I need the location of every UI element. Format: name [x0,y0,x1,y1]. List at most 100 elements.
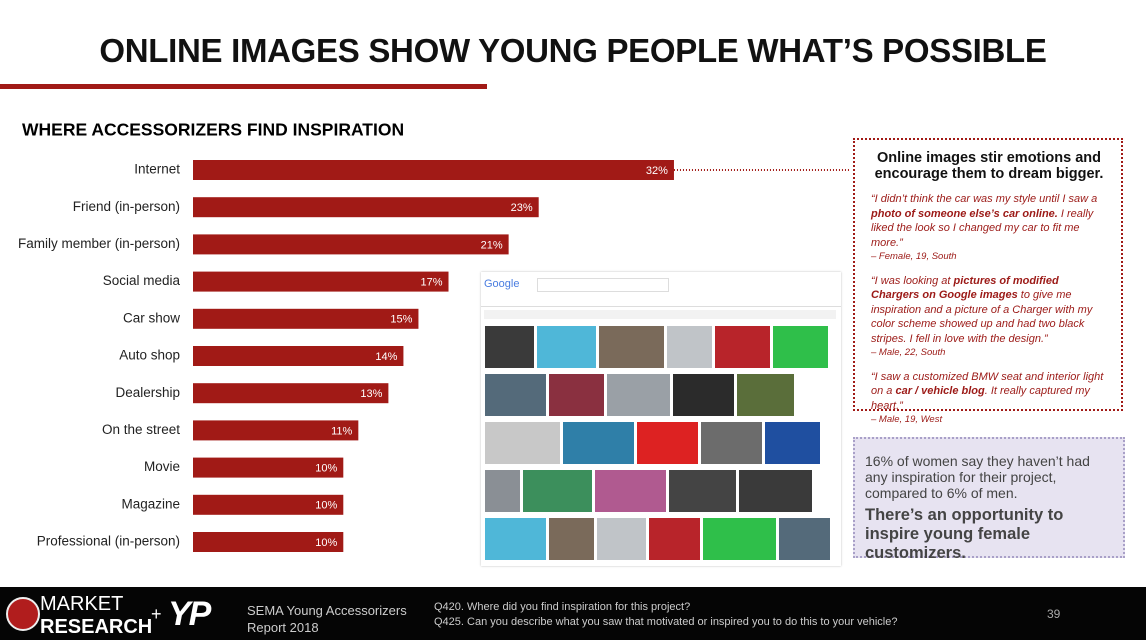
quote-text: “I didn’t think the car was my style unt… [871,193,1098,205]
quote-emphasis: photo of someone else’s car online. [871,207,1058,220]
image-tile [701,422,762,464]
stat-highlight: There’s an opportunity to inspire young … [865,506,1064,562]
image-tile [485,374,546,416]
bar [193,308,419,329]
bar [193,160,674,180]
callout-box: Online images stir emotions and encourag… [853,138,1123,425]
bar [193,383,389,404]
quote: “I was looking at pictures of modified C… [871,274,1107,361]
category-label: Family member (in-person) [18,236,180,251]
logo-bottom: RESEARCH [40,616,153,638]
image-tile [537,326,596,368]
question: Q425. Can you describe what you saw that… [434,616,898,628]
image-tile [485,422,560,464]
page-number: 39 [1047,607,1061,621]
image-tile [737,374,794,416]
quote-emphasis: pictures of modified Chargers on Google … [871,274,1059,302]
question: Q420. Where did you find inspiration for… [434,601,691,613]
logo-plus: + [151,604,162,624]
image-tile [485,518,546,560]
image-grid [485,326,830,560]
image-tile [549,374,604,416]
category-label: Auto shop [119,348,180,363]
image-tile [563,422,634,464]
partner-logo: YP [168,595,211,633]
bar [193,346,404,366]
title-rule [0,84,487,89]
slide-title: ONLINE IMAGES SHOW YOUNG PEOPLE WHAT’S P… [99,32,1047,69]
stat-text: 16% of women say they haven’t had any in… [865,453,1090,501]
chart: WHERE ACCESSORIZERS FIND INSPIRATION Int… [18,120,850,552]
chart-title: WHERE ACCESSORIZERS FIND INSPIRATION [22,120,404,140]
image-tile [485,470,520,512]
image-tile [765,422,820,464]
value-label: 11% [331,425,352,437]
category-label: Magazine [121,496,180,511]
image-tile [667,326,712,368]
bar [193,197,539,218]
category-label: Friend (in-person) [73,199,180,214]
image-tile [595,470,666,512]
search-logo: Google [484,278,520,290]
filter-chips [484,310,836,319]
search-screenshot: Google [481,272,841,566]
image-tile [549,518,594,560]
quote: “I saw a customized BMW seat and interio… [871,370,1107,428]
category-label: Car show [123,310,180,325]
image-tile [597,518,646,560]
image-tile [599,326,664,368]
bar [193,234,509,255]
bar [193,494,344,515]
category-label: Professional (in-person) [37,534,180,549]
quotes: “I didn’t think the car was my style unt… [871,192,1107,428]
category-label: Movie [144,459,180,474]
image-tile [485,326,534,368]
quote-text: to give me inspiration and a picture of … [871,289,1093,345]
quote-attribution: – Male, 22, South [871,347,946,358]
divider [481,306,841,307]
category-label: Dealership [115,385,180,400]
value-label: 10% [315,500,337,512]
image-tile [669,470,736,512]
questions: Q420. Where did you find inspiration for… [434,600,897,630]
image-tile [773,326,828,368]
value-label: 14% [375,351,397,363]
category-label: On the street [102,422,180,437]
image-tile [637,422,698,464]
value-label: 13% [360,388,382,400]
value-label: 17% [420,277,442,289]
search-box [537,278,669,292]
callout-heading: Online images stir emotions and encourag… [874,150,1104,182]
image-tile [715,326,770,368]
category-label: Social media [103,273,181,288]
quote-text: “I saw a customized BMW seat and interio… [871,370,1104,398]
image-tile [607,374,670,416]
bar [193,532,344,552]
quote-attribution: – Male, 19, West [871,414,943,425]
value-label: 32% [646,165,668,177]
image-tile [739,470,812,512]
image-tile [523,470,592,512]
logo-seal [6,597,40,631]
quote-text: . It really captured my heart.” [871,385,1090,412]
quote: “I didn’t think the car was my style unt… [871,192,1107,265]
value-label: 15% [390,314,412,326]
bar [193,420,359,441]
logo-top: MARKET [40,593,124,615]
value-label: 10% [315,537,337,549]
value-label: 21% [481,239,503,251]
quote-attribution: – Female, 19, South [871,251,957,262]
bar [193,457,344,478]
category-label: Internet [134,162,180,177]
image-tile [779,518,830,560]
image-tile [673,374,734,416]
image-tile [649,518,700,560]
bar [193,271,449,292]
quote-text: I really liked the look so I changed my … [871,207,1094,249]
footer: MARKET RESEARCH + YP SEMA Young Accessor… [0,587,1146,640]
value-label: 10% [315,463,337,475]
value-label: 23% [511,202,533,214]
quote-text: “I was looking at [871,274,954,287]
quote-emphasis: car / vehicle blog [895,385,985,397]
